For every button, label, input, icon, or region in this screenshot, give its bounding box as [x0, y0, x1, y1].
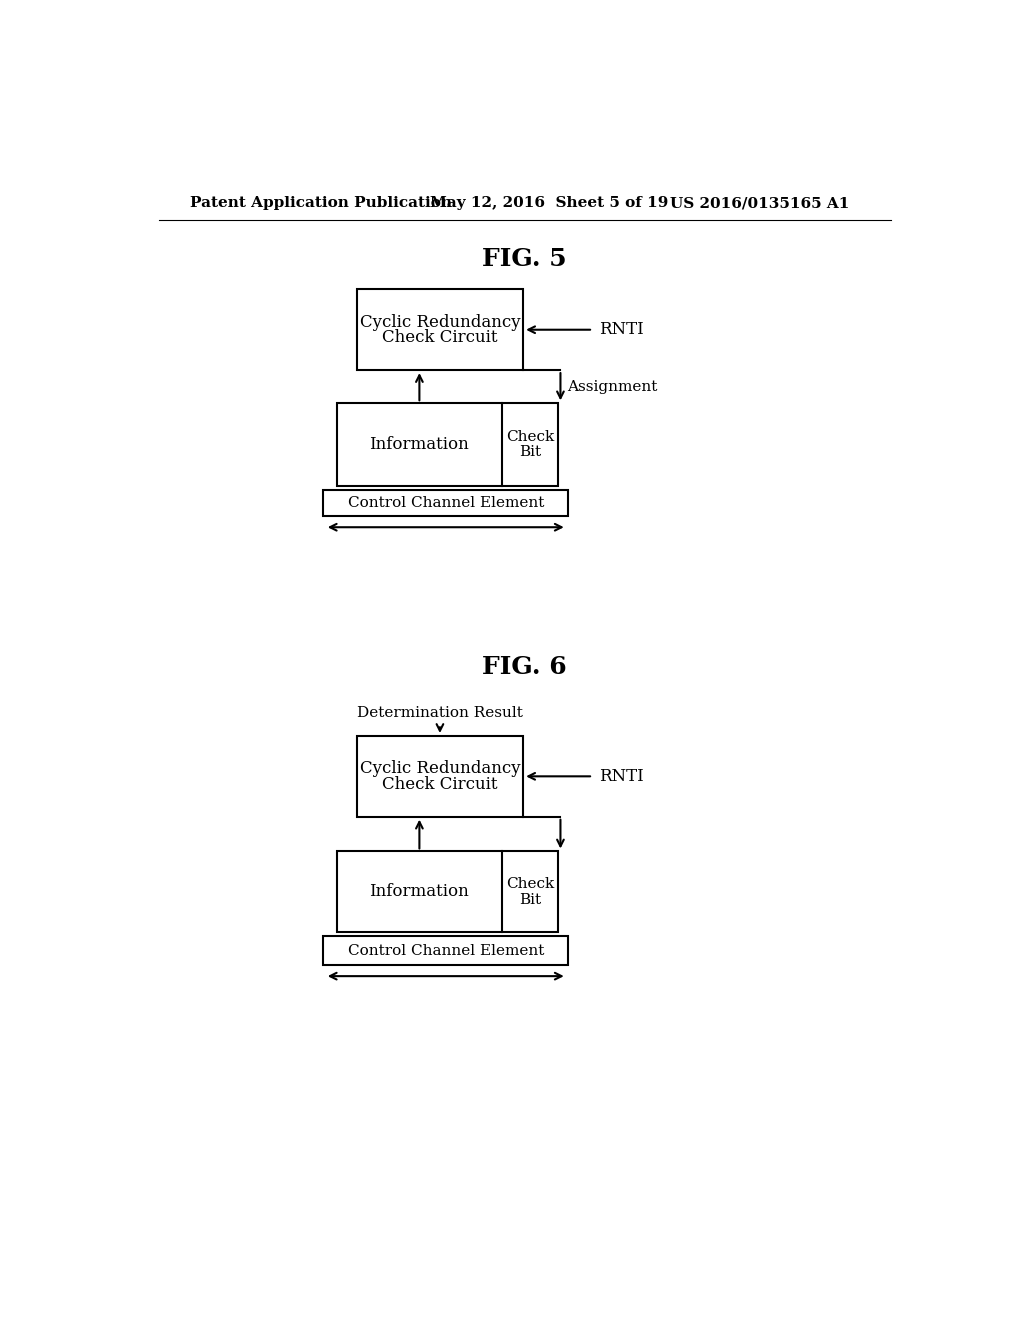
Text: RNTI: RNTI	[599, 768, 644, 785]
Text: Information: Information	[370, 883, 469, 900]
Text: Assignment: Assignment	[566, 380, 657, 393]
Text: FIG. 5: FIG. 5	[482, 247, 567, 271]
Text: RNTI: RNTI	[599, 321, 644, 338]
Bar	[356, 289, 523, 370]
Bar	[324, 936, 568, 965]
Bar	[337, 851, 558, 932]
Text: Information: Information	[370, 436, 469, 453]
Text: May 12, 2016  Sheet 5 of 19: May 12, 2016 Sheet 5 of 19	[430, 197, 669, 210]
Text: US 2016/0135165 A1: US 2016/0135165 A1	[671, 197, 850, 210]
Text: Cyclic Redundancy: Cyclic Redundancy	[359, 314, 520, 330]
Text: Bit: Bit	[519, 892, 541, 907]
Text: Bit: Bit	[519, 445, 541, 459]
Text: Check Circuit: Check Circuit	[382, 776, 498, 792]
Text: Cyclic Redundancy: Cyclic Redundancy	[359, 760, 520, 777]
Bar	[356, 737, 523, 817]
Text: Patent Application Publication: Patent Application Publication	[190, 197, 452, 210]
Text: FIG. 6: FIG. 6	[482, 655, 567, 678]
Bar	[337, 404, 558, 486]
Bar	[324, 490, 568, 516]
Text: Check: Check	[506, 876, 554, 891]
Text: Determination Result: Determination Result	[357, 706, 523, 719]
Text: Check Circuit: Check Circuit	[382, 329, 498, 346]
Text: Control Channel Element: Control Channel Element	[347, 944, 544, 958]
Text: Control Channel Element: Control Channel Element	[347, 496, 544, 510]
Text: Check: Check	[506, 430, 554, 444]
